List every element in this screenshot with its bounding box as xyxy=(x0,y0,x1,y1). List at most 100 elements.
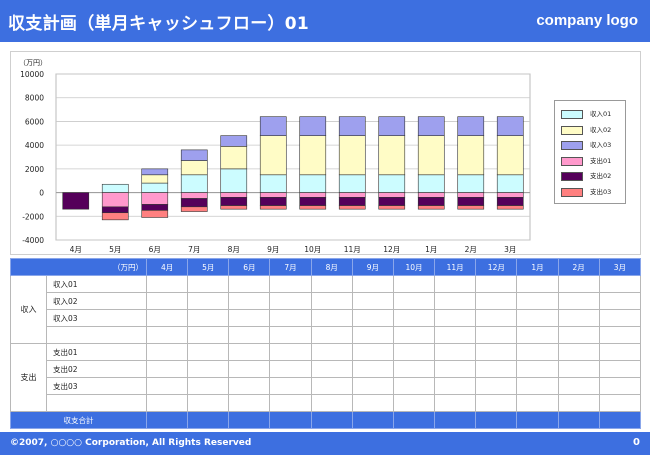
table-cell[interactable] xyxy=(434,292,477,310)
table-cell[interactable] xyxy=(434,326,477,344)
table-cell[interactable] xyxy=(475,377,518,395)
table-cell[interactable] xyxy=(434,275,477,293)
table-cell[interactable] xyxy=(392,360,436,378)
table-month-header: 1月 xyxy=(516,258,559,276)
table-cell[interactable] xyxy=(392,377,436,395)
table-cell[interactable] xyxy=(598,343,642,361)
table-cell[interactable] xyxy=(269,309,312,327)
table-cell[interactable] xyxy=(187,292,230,310)
table-cell[interactable] xyxy=(392,326,436,344)
table-cell[interactable] xyxy=(434,343,477,361)
table-cell[interactable] xyxy=(351,360,394,378)
table-cell[interactable] xyxy=(516,326,559,344)
table-cell[interactable] xyxy=(228,275,271,293)
table-cell[interactable] xyxy=(557,326,600,344)
table-cell[interactable] xyxy=(310,394,353,412)
table-cell[interactable] xyxy=(228,343,271,361)
table-cell[interactable] xyxy=(145,292,189,310)
table-cell[interactable] xyxy=(516,394,559,412)
table-cell[interactable] xyxy=(475,360,518,378)
table-cell[interactable] xyxy=(475,394,518,412)
table-cell[interactable] xyxy=(228,360,271,378)
table-cell[interactable] xyxy=(351,343,394,361)
table-cell[interactable] xyxy=(187,326,230,344)
table-cell[interactable] xyxy=(598,309,642,327)
bar-segment xyxy=(338,116,366,136)
table-cell[interactable] xyxy=(475,292,518,310)
table-cell[interactable] xyxy=(187,360,230,378)
table-cell[interactable] xyxy=(516,275,559,293)
table-cell[interactable] xyxy=(598,275,642,293)
table-cell[interactable] xyxy=(351,292,394,310)
table-cell[interactable] xyxy=(351,275,394,293)
table-cell[interactable] xyxy=(351,309,394,327)
table-cell[interactable] xyxy=(228,394,271,412)
table-cell[interactable] xyxy=(557,275,600,293)
table-cell[interactable] xyxy=(598,360,642,378)
table-cell[interactable] xyxy=(310,377,353,395)
table-cell[interactable] xyxy=(269,292,312,310)
table-cell[interactable] xyxy=(557,292,600,310)
table-cell[interactable] xyxy=(557,309,600,327)
table-cell[interactable] xyxy=(516,309,559,327)
table-cell[interactable] xyxy=(351,377,394,395)
table-cell[interactable] xyxy=(598,326,642,344)
table-cell[interactable] xyxy=(475,309,518,327)
table-cell[interactable] xyxy=(434,309,477,327)
table-cell[interactable] xyxy=(310,309,353,327)
table-cell[interactable] xyxy=(187,377,230,395)
table-cell[interactable] xyxy=(475,326,518,344)
table-cell[interactable] xyxy=(392,275,436,293)
table-cell[interactable] xyxy=(228,309,271,327)
table-cell[interactable] xyxy=(557,377,600,395)
table-cell[interactable] xyxy=(145,326,189,344)
table-cell[interactable] xyxy=(310,343,353,361)
bar-segment xyxy=(378,116,406,136)
table-cell[interactable] xyxy=(557,394,600,412)
table-cell[interactable] xyxy=(434,394,477,412)
table-cell[interactable] xyxy=(269,394,312,412)
table-cell[interactable] xyxy=(269,275,312,293)
table-cell[interactable] xyxy=(557,360,600,378)
table-cell[interactable] xyxy=(392,394,436,412)
table-cell[interactable] xyxy=(145,343,189,361)
table-cell[interactable] xyxy=(269,343,312,361)
bar-segment xyxy=(220,192,248,198)
table-cell[interactable] xyxy=(516,292,559,310)
table-cell[interactable] xyxy=(598,394,642,412)
table-cell[interactable] xyxy=(269,360,312,378)
table-cell[interactable] xyxy=(392,309,436,327)
table-cell[interactable] xyxy=(351,394,394,412)
table-cell[interactable] xyxy=(187,275,230,293)
table-cell[interactable] xyxy=(187,394,230,412)
table-cell[interactable] xyxy=(310,326,353,344)
table-cell[interactable] xyxy=(516,343,559,361)
table-cell[interactable] xyxy=(516,360,559,378)
table-cell[interactable] xyxy=(598,377,642,395)
table-cell[interactable] xyxy=(557,343,600,361)
table-cell[interactable] xyxy=(310,275,353,293)
table-cell[interactable] xyxy=(475,275,518,293)
table-cell[interactable] xyxy=(145,360,189,378)
table-cell[interactable] xyxy=(228,377,271,395)
table-cell[interactable] xyxy=(145,394,189,412)
table-cell[interactable] xyxy=(310,292,353,310)
table-cell[interactable] xyxy=(187,343,230,361)
table-cell[interactable] xyxy=(310,360,353,378)
table-cell[interactable] xyxy=(475,343,518,361)
table-cell[interactable] xyxy=(598,292,642,310)
table-cell[interactable] xyxy=(145,275,189,293)
table-cell[interactable] xyxy=(269,326,312,344)
table-cell[interactable] xyxy=(228,326,271,344)
table-cell[interactable] xyxy=(516,377,559,395)
table-cell[interactable] xyxy=(392,343,436,361)
table-cell[interactable] xyxy=(187,309,230,327)
table-cell[interactable] xyxy=(145,309,189,327)
table-cell[interactable] xyxy=(392,292,436,310)
table-cell[interactable] xyxy=(434,360,477,378)
table-cell[interactable] xyxy=(269,377,312,395)
table-cell[interactable] xyxy=(145,377,189,395)
table-cell[interactable] xyxy=(228,292,271,310)
table-cell[interactable] xyxy=(434,377,477,395)
table-cell[interactable] xyxy=(351,326,394,344)
